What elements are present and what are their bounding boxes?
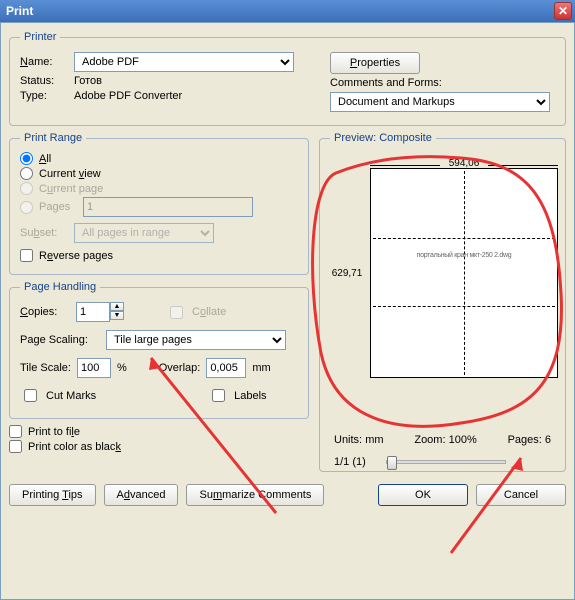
bottom-button-row: Printing Tips Advanced Summarize Comment… bbox=[9, 484, 566, 506]
range-pages-label: Pages bbox=[39, 201, 79, 213]
tile-line-v1 bbox=[464, 171, 465, 375]
range-currentview-radio[interactable] bbox=[20, 167, 33, 180]
tilescale-unit: % bbox=[117, 362, 127, 374]
reverse-pages-label: Reverse pages bbox=[39, 250, 113, 262]
page-handling-group: Page Handling Copies: ▲ ▼ Collate bbox=[9, 281, 309, 419]
printer-group: Printer Name: Adobe PDF Status: Готов Ty… bbox=[9, 31, 566, 126]
printer-legend: Printer bbox=[20, 31, 60, 43]
comments-forms-select[interactable]: Document and Markups bbox=[330, 92, 550, 112]
print-color-black-checkbox[interactable] bbox=[9, 440, 22, 453]
units-info: Units: mm bbox=[334, 434, 384, 446]
ok-button[interactable]: OK bbox=[378, 484, 468, 506]
printing-tips-button[interactable]: Printing Tips bbox=[9, 484, 96, 506]
status-label: Status: bbox=[20, 75, 68, 87]
pages-info: Pages: 6 bbox=[508, 434, 551, 446]
print-color-black-label: Print color as black bbox=[28, 441, 121, 453]
preview-height-label: 629,71 bbox=[330, 168, 364, 378]
name-label: Name: bbox=[20, 56, 68, 68]
status-value: Готов bbox=[74, 75, 102, 87]
cutmarks-checkbox[interactable] bbox=[24, 389, 37, 402]
comments-forms-label: Comments and Forms: bbox=[330, 77, 442, 89]
overlap-input[interactable] bbox=[206, 358, 246, 378]
range-currentpage-radio bbox=[20, 182, 33, 195]
printer-name-select[interactable]: Adobe PDF bbox=[74, 52, 294, 72]
overlap-unit: mm bbox=[252, 362, 270, 374]
tilescale-input[interactable] bbox=[77, 358, 111, 378]
preview-group: Preview: Composite 594,06 629,71 порталь… bbox=[319, 132, 566, 472]
collate-label: Collate bbox=[192, 306, 226, 318]
progress-text: 1/1 (1) bbox=[334, 456, 366, 468]
spin-up-icon[interactable]: ▲ bbox=[110, 302, 124, 311]
range-currentpage-label: Current page bbox=[39, 183, 103, 195]
range-currentview-label: Current view bbox=[39, 168, 101, 180]
print-range-group: Print Range All Current view Current pag… bbox=[9, 132, 309, 275]
properties-button[interactable]: Properties bbox=[330, 52, 420, 74]
copies-spinbox[interactable]: ▲ ▼ bbox=[76, 302, 124, 322]
type-label: Type: bbox=[20, 90, 68, 102]
preview-legend: Preview: Composite bbox=[330, 132, 436, 144]
subset-select: All pages in range bbox=[74, 223, 214, 243]
close-icon: ✕ bbox=[558, 4, 568, 18]
preview-slider[interactable] bbox=[386, 460, 506, 464]
preview-box: 594,06 629,71 портальный кран мкт-250 2.… bbox=[330, 150, 555, 430]
summarize-comments-button[interactable]: Summarize Comments bbox=[186, 484, 324, 506]
scaling-select[interactable]: Tile large pages bbox=[106, 330, 286, 350]
subset-label: Subset: bbox=[20, 227, 70, 239]
labels-label: Labels bbox=[234, 390, 266, 402]
spin-down-icon[interactable]: ▼ bbox=[110, 311, 124, 320]
window-title: Print bbox=[6, 4, 554, 18]
copies-label: Copies: bbox=[20, 306, 70, 318]
print-to-file-checkbox[interactable] bbox=[9, 425, 22, 438]
cancel-button[interactable]: Cancel bbox=[476, 484, 566, 506]
page-handling-legend: Page Handling bbox=[20, 281, 100, 293]
collate-checkbox bbox=[170, 306, 183, 319]
cutmarks-label: Cut Marks bbox=[46, 390, 96, 402]
preview-paper: портальный кран мкт-250 2.dwg bbox=[370, 168, 558, 378]
range-pages-radio bbox=[20, 201, 33, 214]
reverse-pages-checkbox[interactable] bbox=[20, 249, 33, 262]
scaling-label: Page Scaling: bbox=[20, 334, 100, 346]
preview-doc-text: портальный кран мкт-250 2.dwg bbox=[417, 252, 512, 259]
close-button[interactable]: ✕ bbox=[554, 2, 572, 20]
dialog-body: Printer Name: Adobe PDF Status: Готов Ty… bbox=[0, 22, 575, 600]
range-pages-input bbox=[83, 197, 253, 217]
advanced-button[interactable]: Advanced bbox=[104, 484, 179, 506]
slider-thumb[interactable] bbox=[387, 456, 397, 470]
print-to-file-label: Print to file bbox=[28, 426, 80, 438]
print-range-legend: Print Range bbox=[20, 132, 86, 144]
zoom-info: Zoom: 100% bbox=[414, 434, 476, 446]
labels-checkbox[interactable] bbox=[212, 389, 225, 402]
type-value: Adobe PDF Converter bbox=[74, 90, 182, 102]
range-all-radio[interactable] bbox=[20, 152, 33, 165]
overlap-label: Overlap: bbox=[159, 362, 201, 374]
tilescale-label: Tile Scale: bbox=[20, 362, 71, 374]
titlebar: Print ✕ bbox=[0, 0, 575, 22]
range-all-label: All bbox=[39, 153, 51, 165]
copies-input[interactable] bbox=[76, 302, 110, 322]
